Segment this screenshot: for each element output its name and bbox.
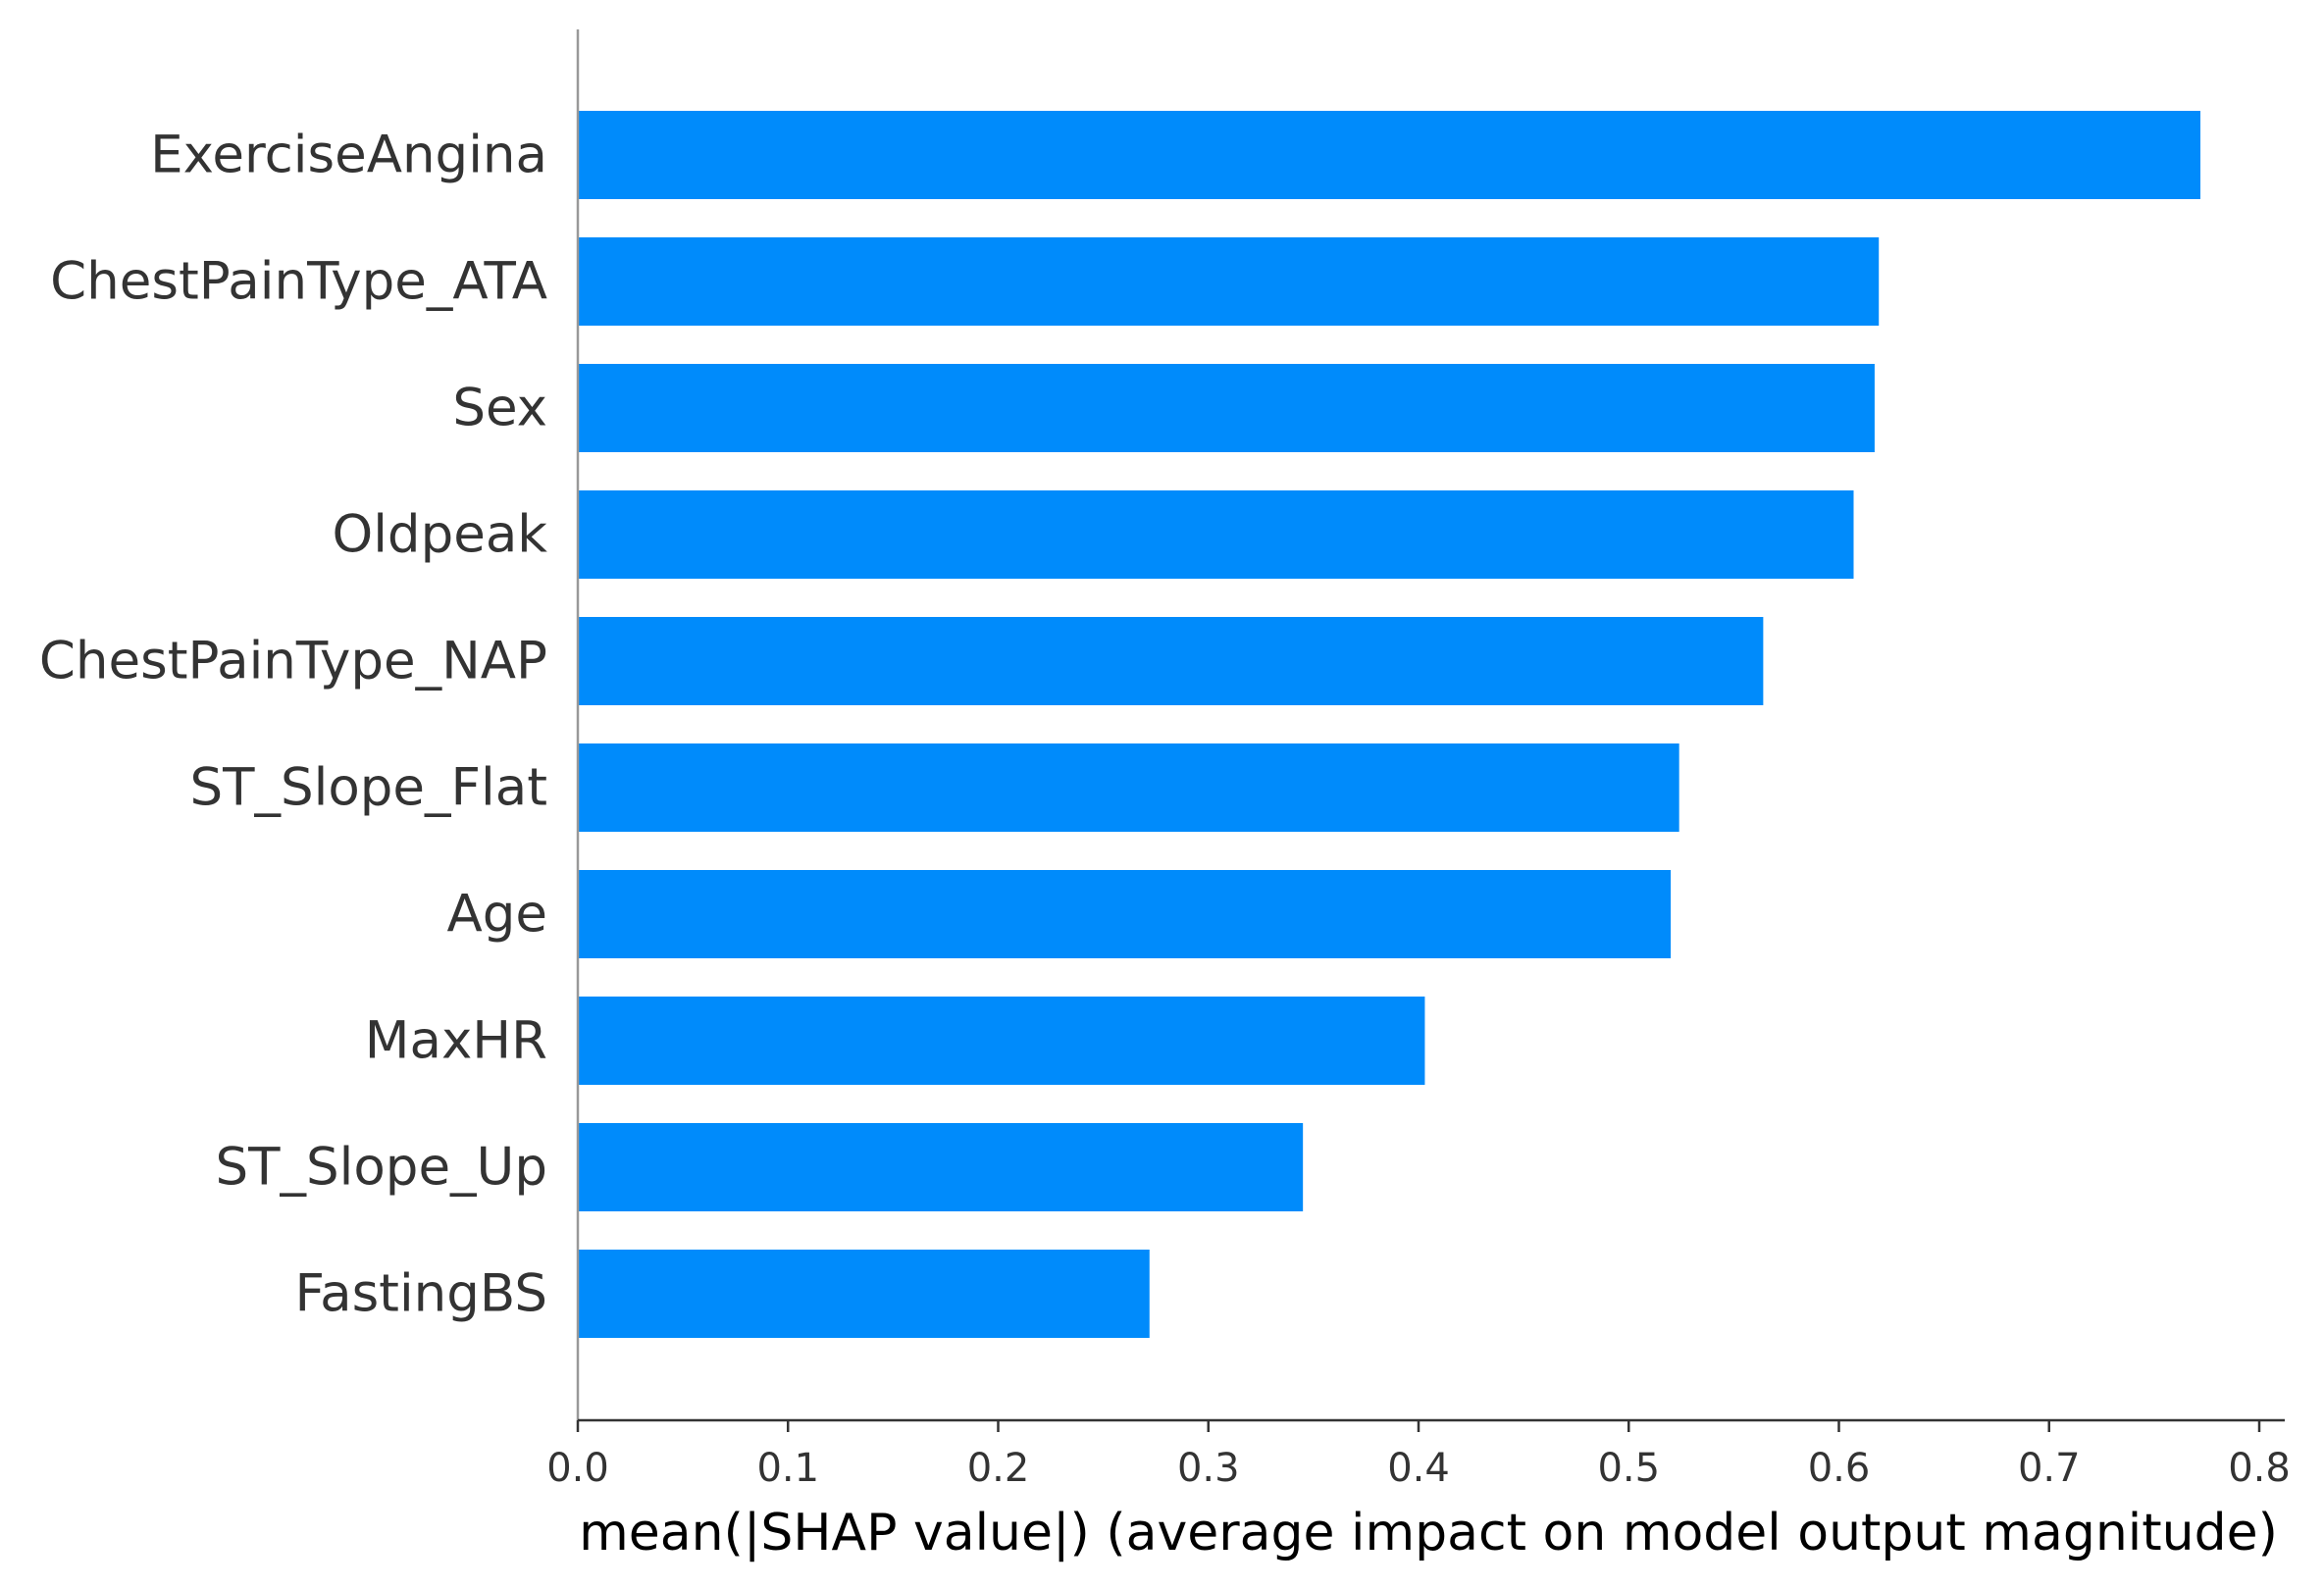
x-axis-title: mean(|SHAP value|) (average impact on mo…	[579, 1504, 2278, 1562]
bar-Sex	[578, 364, 1875, 452]
bar-FastingBS	[578, 1250, 1150, 1338]
x-tick-label: 0.7	[2018, 1446, 2081, 1491]
bar-ChestPainType_ATA	[578, 237, 1880, 326]
bar-ST_Slope_Flat	[578, 743, 1679, 832]
category-label: ExerciseAngina	[150, 126, 547, 185]
bar-ST_Slope_Up	[578, 1123, 1304, 1211]
x-tick-label: 0.3	[1177, 1446, 1240, 1491]
category-labels: ExerciseAngina ChestPainType_ATA Sex Oldpea…	[39, 126, 547, 1324]
bar-MaxHR	[578, 997, 1425, 1085]
category-label: MaxHR	[365, 1011, 547, 1071]
bar-Age	[578, 870, 1672, 958]
x-ticks: 0.0 0.1 0.2 0.3 0.4 0.5 0.6 0.7 0.8	[546, 1420, 2291, 1491]
bars-group	[578, 111, 2201, 1338]
category-label: FastingBS	[294, 1264, 547, 1324]
x-tick-label: 0.6	[1808, 1446, 1871, 1491]
category-label: ChestPainType_ATA	[50, 252, 547, 312]
x-tick-label: 0.0	[546, 1446, 609, 1491]
x-tick-label: 0.2	[967, 1446, 1030, 1491]
category-label: Age	[446, 885, 547, 945]
category-label: Sex	[452, 379, 547, 438]
bar-ExerciseAngina	[578, 111, 2201, 199]
category-label: ST_Slope_Up	[216, 1138, 548, 1198]
category-label: Oldpeak	[332, 505, 547, 565]
category-label: ChestPainType_NAP	[39, 632, 547, 692]
x-tick-label: 0.5	[1597, 1446, 1660, 1491]
category-label: ST_Slope_Flat	[189, 758, 547, 818]
bar-ChestPainType_NAP	[578, 617, 1764, 705]
x-tick-label: 0.4	[1387, 1446, 1450, 1491]
x-tick-label: 0.1	[756, 1446, 819, 1491]
x-tick-label: 0.8	[2228, 1446, 2291, 1491]
bar-Oldpeak	[578, 490, 1854, 579]
